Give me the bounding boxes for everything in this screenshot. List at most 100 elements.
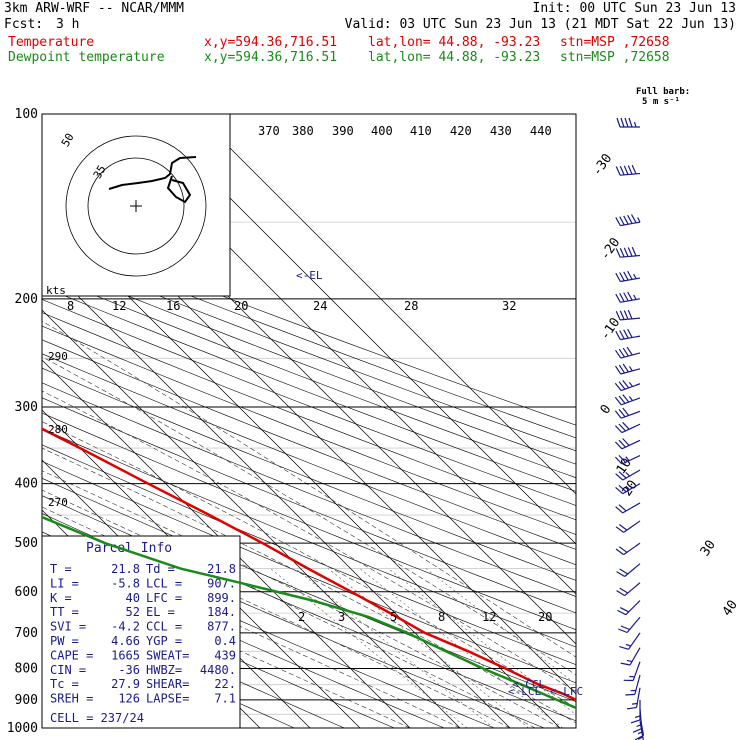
temperature-point xyxy=(79,447,81,449)
wind-barb-flag xyxy=(623,271,629,281)
wind-barb-flag xyxy=(619,330,625,340)
wind-barb xyxy=(615,246,641,258)
wind-barb-shaft xyxy=(625,600,641,616)
theta-e-label: 280 xyxy=(48,423,68,436)
barb-key-title: Full barb: xyxy=(636,87,690,97)
wind-barb-flag xyxy=(614,425,623,434)
wind-barb-flag xyxy=(622,421,630,430)
temperature-point xyxy=(350,590,353,593)
wind-barb-shaft xyxy=(629,647,641,666)
wind-barb-flag xyxy=(627,328,633,338)
theta-label: 420 xyxy=(450,124,472,138)
temperature-point xyxy=(562,693,565,695)
theta-label: 390 xyxy=(332,124,354,138)
wind-barb-flag xyxy=(614,456,623,465)
theta-label: 410 xyxy=(410,124,432,138)
wind-barb-shaft xyxy=(621,455,641,465)
parcel-info-value: 4.66 xyxy=(111,634,140,648)
plot-frame xyxy=(41,113,577,729)
wind-barb-flag xyxy=(619,293,625,302)
parcel-info-key: SVI = xyxy=(50,620,86,634)
wind-barb-flag xyxy=(614,382,622,391)
parcel-info-value: 27.9 xyxy=(111,677,140,691)
wind-barb-flag xyxy=(622,363,629,373)
temperature-axis-label: -20 xyxy=(598,235,624,263)
dewpoint-point xyxy=(556,699,558,701)
wind-barb-flag xyxy=(619,607,629,613)
pressure-label: 200 xyxy=(15,292,38,307)
dewpoint-point xyxy=(238,581,241,584)
dewpoint-point xyxy=(311,599,314,602)
wind-barb-half-flag xyxy=(633,294,637,300)
pressure-label: 100 xyxy=(15,107,38,122)
parcel-info-key: EL = xyxy=(146,605,175,619)
isotherm-line xyxy=(42,309,461,728)
parcel-info-key: HWBZ= xyxy=(146,663,182,677)
wind-barb xyxy=(625,674,641,696)
parcel-info-key: TT = xyxy=(50,605,79,619)
temperature-point xyxy=(389,612,391,614)
temperature-legend-label: Temperature xyxy=(8,35,95,50)
wind-barb-half-flag xyxy=(628,366,633,372)
wind-barb-flag xyxy=(615,548,624,556)
theta-label: 400 xyxy=(371,124,393,138)
dewpoint-legend-xy: x,y=594.36,716.51 xyxy=(204,50,338,65)
moist-adiabat-line xyxy=(42,535,461,728)
wind-barb xyxy=(615,270,641,283)
wind-barb-flag xyxy=(627,214,633,224)
wind-barb xyxy=(615,483,641,495)
wind-barb xyxy=(615,502,641,514)
wind-barb xyxy=(615,164,641,176)
dewpoint-point xyxy=(482,667,484,670)
dry-adiabat-line xyxy=(42,428,576,648)
wind-barb-half-flag xyxy=(637,736,644,740)
wind-barb-flag xyxy=(619,247,625,258)
hodograph-axis-label: 32 xyxy=(502,299,516,313)
wind-barb xyxy=(614,407,641,419)
wind-barb xyxy=(616,582,641,597)
wind-barb-flag xyxy=(618,395,626,404)
wind-barb-half-flag xyxy=(633,121,637,128)
dewpoint-point xyxy=(590,713,592,715)
wind-barb xyxy=(615,469,641,481)
wind-barb-flag xyxy=(622,438,630,446)
dry-adiabat-line xyxy=(42,382,576,597)
temperature-point xyxy=(603,716,605,718)
pressure-label: 300 xyxy=(15,400,38,415)
wind-barb-half-flag xyxy=(628,396,633,401)
wind-barb-flag xyxy=(615,248,621,258)
wind-barb-flag xyxy=(627,247,633,257)
wind-barb-flag xyxy=(614,365,622,375)
wind-barb xyxy=(615,328,641,341)
wind-barb-flag xyxy=(615,217,621,226)
wind-barb-shaft xyxy=(624,582,641,597)
wind-barb-shaft xyxy=(620,277,641,283)
mixing-ratio-label: 3 xyxy=(338,610,345,624)
wind-barb xyxy=(617,600,641,616)
wind-barb xyxy=(614,346,641,359)
mixing-ratio-line xyxy=(295,568,494,728)
wind-barb-flag xyxy=(622,380,630,389)
parcel-info-value: 22. xyxy=(214,677,236,691)
temperature-point xyxy=(575,699,576,701)
dry-adiabat-line xyxy=(42,397,576,614)
parcel-info-key: LI = xyxy=(50,576,79,590)
wind-barb-flag xyxy=(615,293,621,303)
dry-adiabat-line xyxy=(42,299,576,506)
wind-barb-flag xyxy=(620,625,630,631)
hodograph-unit-label: kts xyxy=(46,284,66,297)
temperature-point xyxy=(147,482,150,485)
wind-barb-shaft xyxy=(634,674,641,695)
temperature-axis-label: 20 xyxy=(620,478,641,499)
dry-adiabat-line xyxy=(42,353,576,566)
wind-barb-half-flag xyxy=(634,715,641,718)
wind-barb-flag xyxy=(620,662,631,666)
wind-barb xyxy=(618,616,641,634)
dry-adiabat-line xyxy=(42,225,576,426)
wind-barb-flag xyxy=(618,628,628,634)
pressure-label: 400 xyxy=(15,477,38,492)
dewpoint-legend-station: stn=MSP ,72658 xyxy=(560,50,670,65)
wind-barb xyxy=(615,542,641,556)
wind-barb-shaft xyxy=(620,383,641,392)
temperature-axis-label: 30 xyxy=(698,538,719,559)
